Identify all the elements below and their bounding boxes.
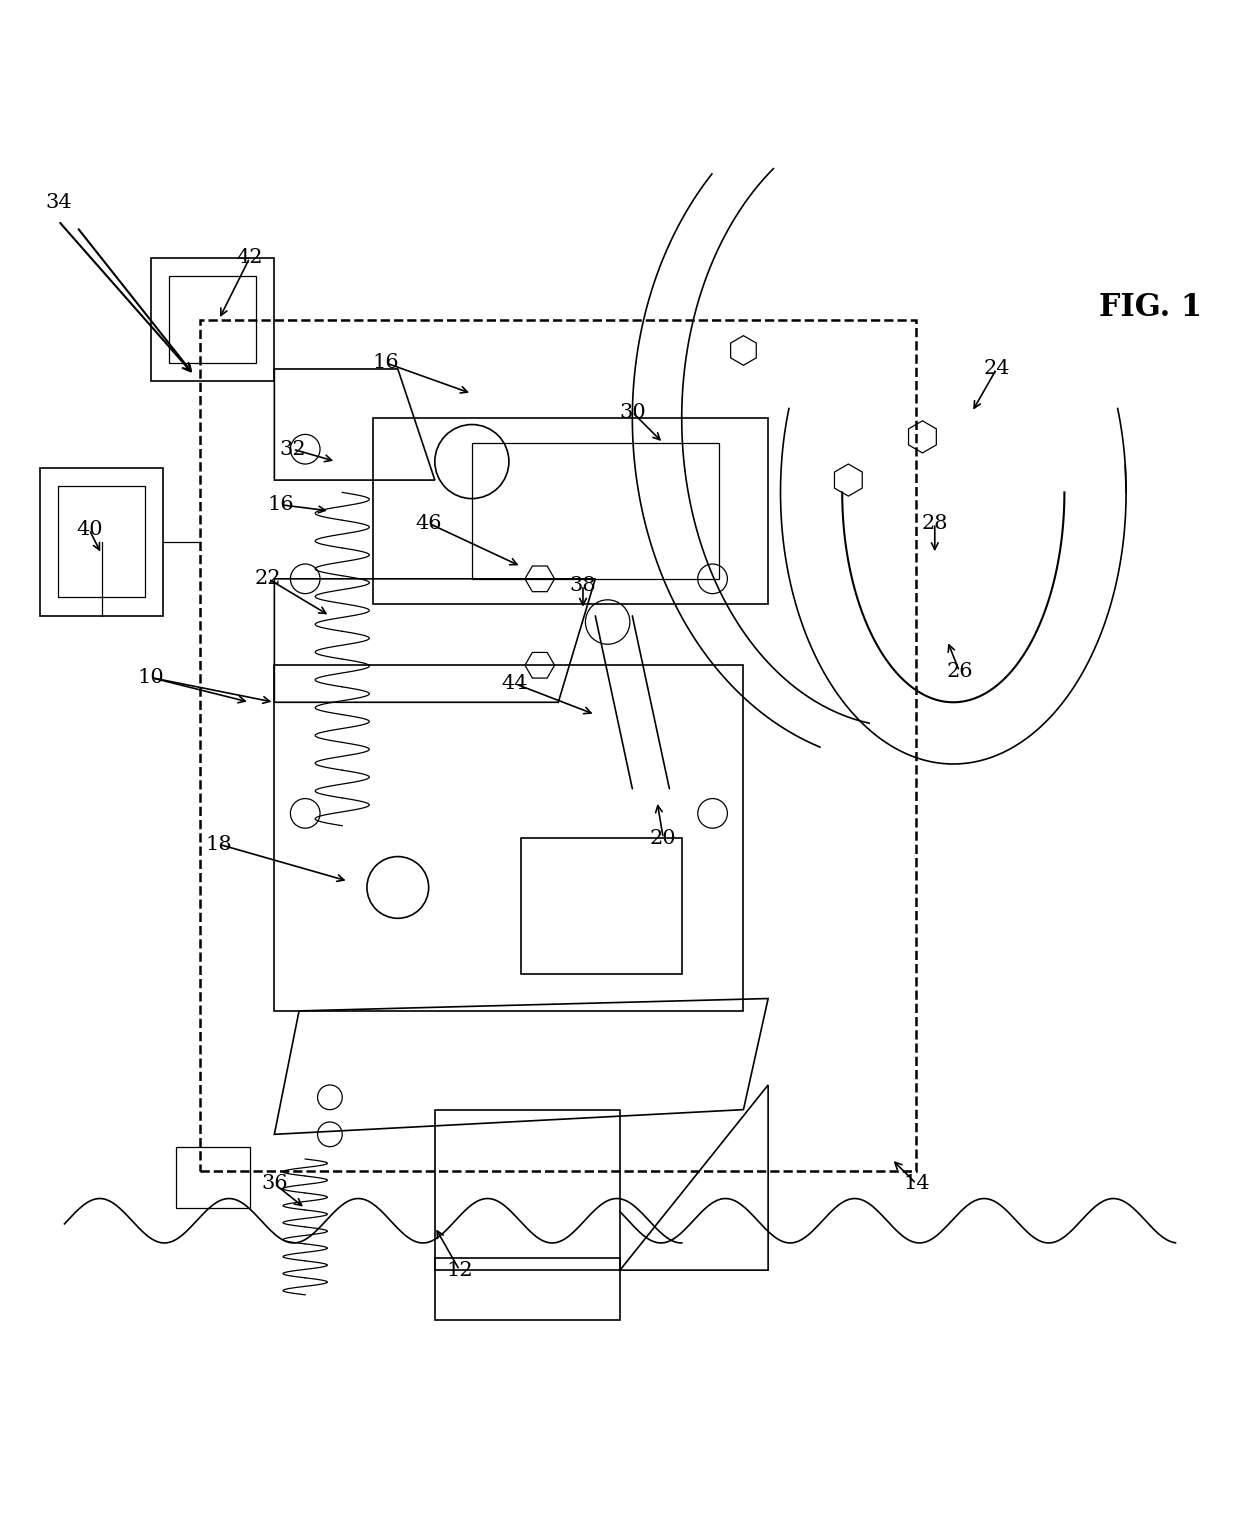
Text: 24: 24	[983, 359, 1009, 379]
Text: 36: 36	[262, 1174, 288, 1193]
Bar	[201, 319, 916, 1172]
Text: 28: 28	[921, 513, 949, 533]
Text: 40: 40	[76, 520, 103, 539]
Text: 16: 16	[372, 353, 399, 373]
Text: FIG. 1: FIG. 1	[1100, 292, 1203, 322]
Text: 46: 46	[415, 513, 441, 533]
Text: 14: 14	[903, 1174, 930, 1193]
Text: 34: 34	[45, 193, 72, 212]
Bar	[170, 277, 255, 362]
Text: 12: 12	[446, 1261, 472, 1279]
Text: 32: 32	[279, 440, 306, 458]
Bar	[58, 486, 145, 597]
Bar	[151, 258, 274, 382]
Text: 18: 18	[206, 834, 232, 854]
Text: 10: 10	[138, 668, 164, 688]
Text: 26: 26	[946, 662, 972, 681]
Text: 44: 44	[502, 674, 528, 694]
Text: 30: 30	[619, 403, 646, 422]
Bar	[176, 1146, 249, 1209]
Text: 22: 22	[255, 570, 281, 588]
Text: 20: 20	[650, 828, 677, 848]
Text: 38: 38	[569, 576, 596, 594]
Text: 42: 42	[237, 249, 263, 267]
Bar	[40, 468, 164, 616]
Text: 16: 16	[267, 495, 294, 515]
